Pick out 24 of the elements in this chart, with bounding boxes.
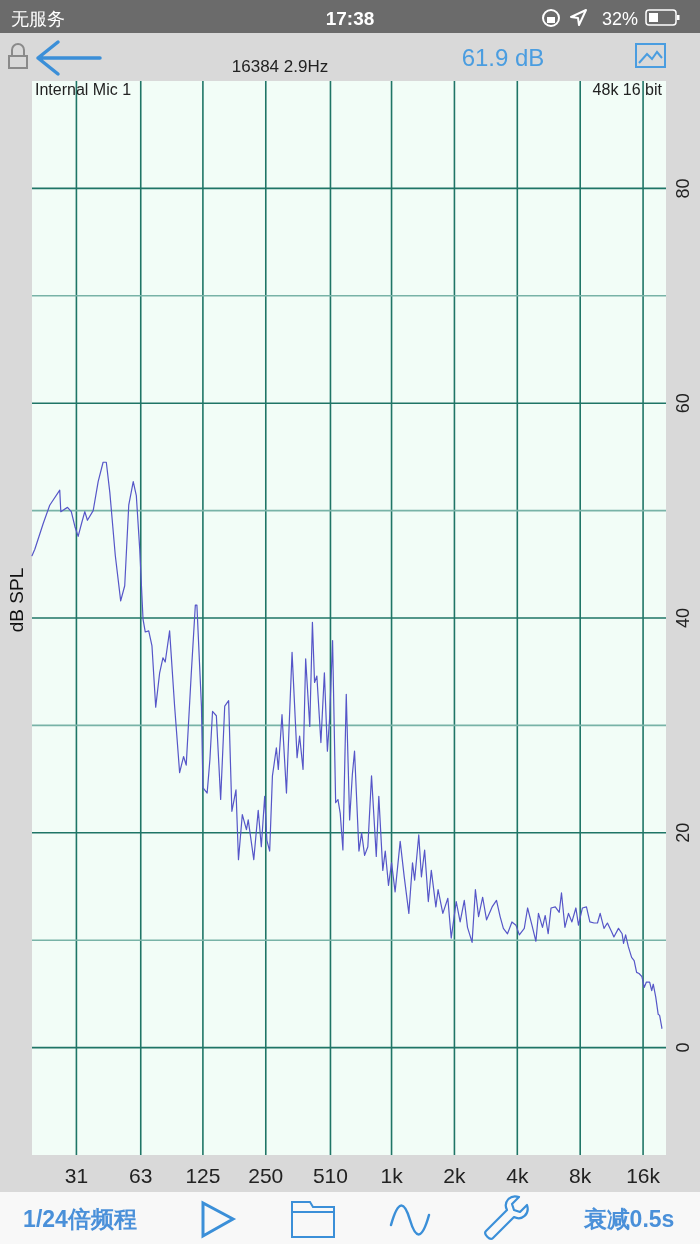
x-tick-label: 2k	[443, 1164, 467, 1187]
y-tick-label: 20	[673, 822, 693, 843]
text: 32%	[601, 9, 638, 29]
text: 衰减0.5s	[582, 1206, 675, 1232]
y-tick-label: 40	[673, 607, 693, 629]
text: 61.9 dB	[461, 44, 545, 71]
x-tick-label: 31	[64, 1164, 89, 1187]
y-tick-label: 60	[673, 393, 693, 414]
x-tick-label: 16k	[626, 1164, 661, 1187]
x-tick-label: 4k	[506, 1164, 529, 1187]
x-tick-label: 125	[185, 1164, 221, 1187]
x-tick-label: 1k	[380, 1164, 404, 1187]
x-tick-label: 250	[248, 1164, 284, 1187]
x-tick-label: 63	[129, 1164, 153, 1187]
y-axis-title: dB SPL	[6, 567, 27, 633]
text: 无服务	[11, 9, 65, 29]
x-tick-label: 510	[312, 1164, 348, 1187]
x-tick-label: 8k	[569, 1164, 592, 1187]
text: 16384 2.9Hz	[231, 57, 329, 76]
text: 17:38	[325, 8, 375, 29]
y-tick-label: 80	[673, 178, 693, 199]
annotation: 48k 16 bit	[592, 81, 663, 98]
text: 1/24倍频程	[23, 1206, 137, 1232]
y-tick-label: 0	[673, 1042, 693, 1053]
